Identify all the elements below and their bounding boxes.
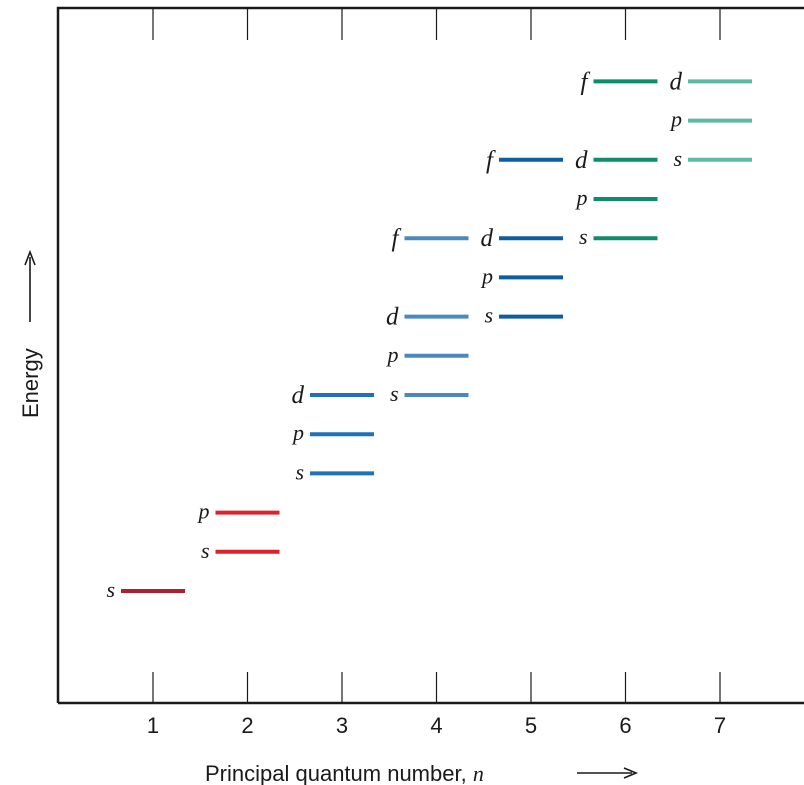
level-6p-label: p bbox=[575, 185, 588, 210]
tick-label-6: 6 bbox=[619, 713, 631, 738]
tick-label-2: 2 bbox=[241, 713, 253, 738]
plot-frame bbox=[56, 6, 804, 705]
frame-top-left bbox=[56, 6, 804, 703]
level-6s-label: s bbox=[579, 224, 588, 249]
level-4s-label: s bbox=[390, 381, 399, 406]
level-5s-label: s bbox=[484, 303, 493, 328]
level-7p-label: p bbox=[669, 107, 682, 132]
level-3d-label: d bbox=[292, 382, 305, 409]
x-axis-label-text: Principal quantum number, bbox=[205, 761, 473, 785]
level-4f-label: f bbox=[392, 225, 402, 252]
tick-labels: 1 2 3 4 5 6 7 bbox=[147, 713, 726, 738]
tick-label-5: 5 bbox=[525, 713, 537, 738]
tick-label-7: 7 bbox=[714, 713, 726, 738]
level-7s-label: s bbox=[673, 146, 682, 171]
level-5d-label: d bbox=[481, 225, 494, 252]
tick-label-4: 4 bbox=[430, 713, 442, 738]
level-5f-label: f bbox=[486, 147, 496, 174]
x-axis-arrow bbox=[577, 767, 639, 779]
y-axis-title: Energy bbox=[18, 348, 43, 418]
level-2p-label: p bbox=[197, 499, 210, 524]
tick-marks bbox=[152, 8, 721, 703]
x-axis-title: Principal quantum number, n bbox=[205, 761, 484, 785]
y-axis-arrow bbox=[24, 249, 36, 322]
x-axis-variable: n bbox=[473, 761, 484, 785]
level-4p-label: p bbox=[386, 342, 399, 367]
tick-label-1: 1 bbox=[147, 713, 159, 738]
level-5p-label: p bbox=[480, 263, 493, 288]
level-3p-label: p bbox=[291, 420, 304, 445]
level-7d-label: d bbox=[670, 68, 683, 95]
level-1s-label: s bbox=[106, 577, 115, 602]
level-3s-label: s bbox=[295, 459, 304, 484]
level-6d-label: d bbox=[575, 147, 588, 174]
level-6f-label: f bbox=[581, 68, 591, 95]
tick-label-3: 3 bbox=[336, 713, 348, 738]
level-2s-label: s bbox=[201, 538, 210, 563]
level-4d-label: d bbox=[386, 304, 399, 331]
